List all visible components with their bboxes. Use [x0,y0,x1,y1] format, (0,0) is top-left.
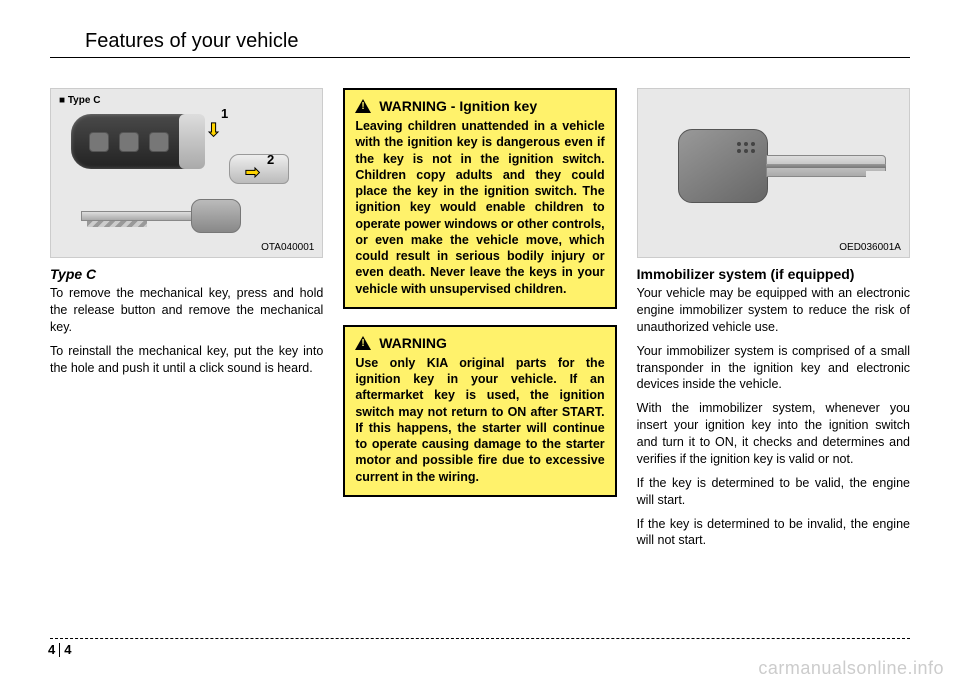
callout-1: 1 [221,106,228,121]
fob-button-icon [149,132,169,152]
warning-title: WARNING - Ignition key [379,98,537,114]
paragraph: To reinstall the mechanical key, put the… [50,343,323,377]
key-groove [766,164,886,168]
arrow-left-icon: ⬇ [243,165,264,180]
paragraph: If the key is determined to be valid, th… [637,475,910,509]
page-title: Features of your vehicle [50,30,910,53]
page: Features of your vehicle ■ Type C ⬇ 1 ⬇ [0,0,960,689]
warning-triangle-icon [355,336,371,350]
warning-title: WARNING [379,335,447,351]
key-fob-body [71,114,201,169]
warning-triangle-icon [355,99,371,113]
column-1: ■ Type C ⬇ 1 ⬇ 2 [50,88,323,556]
key-notch [866,171,886,178]
column-2: WARNING - Ignition key Leaving children … [343,88,616,556]
key-shaft [81,211,196,221]
fob-button-icon [89,132,109,152]
warning-body: Use only KIA original parts for the igni… [355,355,604,485]
chapter-number: 4 [48,642,55,657]
callout-2: 2 [267,152,274,167]
arrow-down-icon: ⬇ [206,120,221,141]
fob-release-side [179,114,205,169]
paragraph: Your vehicle may be equipped with an ele… [637,285,910,336]
warning-heading: WARNING - Ignition key [355,98,604,114]
content-columns: ■ Type C ⬇ 1 ⬇ 2 [50,88,910,556]
page-number-separator [59,643,60,657]
warning-box-ignition-key: WARNING - Ignition key Leaving children … [343,88,616,309]
figure-code: OED036001A [839,242,901,253]
fob-button-icon [119,132,139,152]
key-fob-illustration: ⬇ 1 ⬇ 2 [71,114,201,169]
header-rule [50,57,910,58]
figure-type-c: ■ Type C ⬇ 1 ⬇ 2 [50,88,323,258]
warning-box-original-parts: WARNING Use only KIA original parts for … [343,325,616,497]
key-head [678,129,768,203]
subhead-immobilizer: Immobilizer system (if equipped) [637,266,910,282]
key-teeth [87,221,147,227]
footer-rule [50,638,910,639]
figure-label: ■ Type C [59,95,100,106]
key-head [191,199,241,233]
figure-code: OTA040001 [261,242,314,253]
page-footer: 4 4 [50,638,910,639]
page-in-chapter: 4 [64,642,71,657]
paragraph: If the key is determined to be invalid, … [637,516,910,550]
paragraph: To remove the mechanical key, press and … [50,285,323,336]
page-number: 4 4 [48,642,71,657]
paragraph: With the immobilizer system, whenever yo… [637,400,910,468]
subhead-type-c: Type C [50,266,323,282]
standard-key-illustration [678,129,878,219]
column-3: OED036001A Immobilizer system (if equipp… [637,88,910,556]
figure-immobilizer-key: OED036001A [637,88,910,258]
transponder-dots-icon [737,142,759,164]
warning-body: Leaving children unattended in a vehicle… [355,118,604,297]
mechanical-key-illustration [81,199,241,233]
warning-heading: WARNING [355,335,604,351]
watermark: carmanualsonline.info [758,658,944,679]
paragraph: Your immobilizer system is comprised of … [637,343,910,394]
